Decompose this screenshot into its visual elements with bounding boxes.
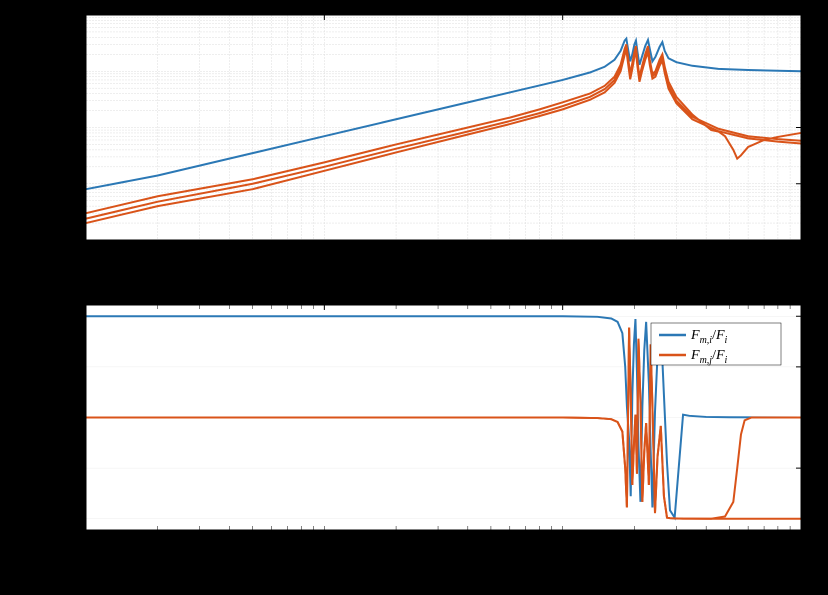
xtick-label: 10² (554, 533, 572, 552)
magnitude-chart: 10⁰ 10¹ 10² 10³ 10⁻² 10⁰ Fm/Fi [-] (22, 15, 810, 262)
ytick-label: 10⁻² (51, 173, 76, 192)
ytick-label: -90 (59, 457, 76, 476)
ylabel: Fm/Fi [-] (22, 99, 45, 156)
xtick-label: 10³ (792, 243, 810, 262)
xtick-label: 10⁰ (77, 243, 95, 262)
xtick-label: 10⁰ (77, 533, 95, 552)
ytick-label: 90 (63, 356, 76, 375)
phase-chart: 10⁰ 10¹ 10² 10³ -180 -90 0 90 180 Frequency [Hz] P… (20, 305, 810, 575)
ytick-label: -180 (52, 508, 76, 527)
xtick-label: 10¹ (315, 533, 333, 552)
xtick-label: 10¹ (315, 243, 333, 262)
xtick-label: 10³ (792, 533, 810, 552)
xlabel: Frequency [Hz] (394, 554, 492, 575)
ytick-label: 180 (57, 305, 77, 324)
ylabel: Phase [deg] (20, 380, 41, 454)
ytick-label: 0 (70, 407, 77, 426)
xtick-label: 10² (554, 243, 572, 262)
ytick-label: 10⁰ (58, 60, 76, 79)
